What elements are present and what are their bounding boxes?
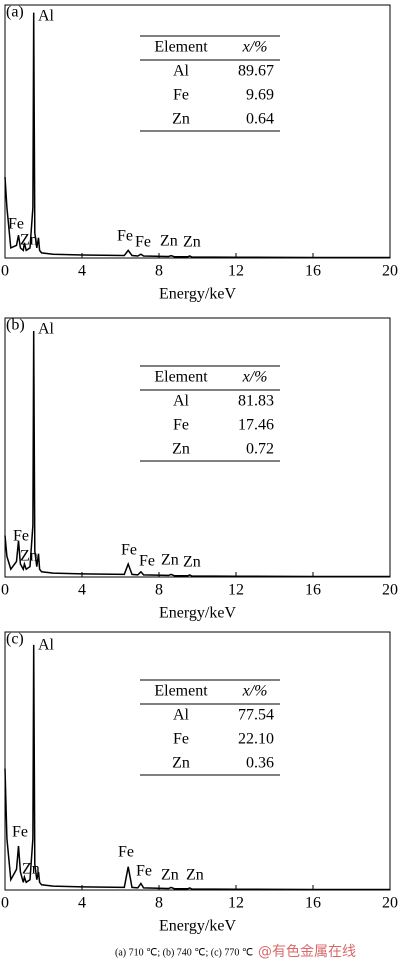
- x-tick-label: 20: [382, 263, 398, 280]
- x-axis-label: Energy/keV: [159, 918, 236, 935]
- plot-frame: [4, 631, 391, 891]
- peak-label: Fe: [13, 528, 29, 545]
- x-tick-label: 8: [155, 582, 163, 599]
- table-header: Element: [154, 39, 208, 56]
- peak-label: Zn: [20, 232, 38, 249]
- table-cell: Zn: [172, 441, 190, 458]
- x-axis-label: Energy/keV: [159, 286, 236, 303]
- x-tick-label: 16: [305, 263, 321, 280]
- x-tick-label: 12: [228, 895, 244, 912]
- table-cell: Zn: [172, 111, 190, 128]
- x-tick-label: 0: [1, 263, 9, 280]
- peak-label: Al: [38, 637, 55, 654]
- peak-label: Zn: [161, 867, 179, 884]
- table-cell: Al: [173, 707, 190, 724]
- x-tick-label: 0: [1, 582, 9, 599]
- panel-label: (b): [6, 317, 25, 334]
- peak-label: Al: [38, 321, 55, 338]
- table-cell: Fe: [173, 731, 189, 748]
- peak-label: Fe: [121, 542, 137, 559]
- panel-label: (a): [6, 4, 24, 21]
- table-cell: 17.46: [238, 417, 274, 434]
- table-cell: 77.54: [238, 707, 274, 724]
- peak-label: Fe: [135, 234, 151, 251]
- table-header: Element: [154, 369, 208, 386]
- peak-label: Fe: [139, 553, 155, 570]
- peak-label: Fe: [118, 844, 134, 861]
- x-tick-label: 0: [1, 895, 9, 912]
- table-cell: 89.67: [238, 63, 274, 80]
- x-tick-label: 4: [78, 582, 86, 599]
- x-tick-label: 8: [155, 895, 163, 912]
- table-header: Element: [154, 683, 208, 700]
- table-cell: 0.72: [246, 441, 274, 458]
- table-header: x/%: [242, 369, 268, 386]
- peak-label: Fe: [12, 824, 28, 841]
- table-cell: Fe: [173, 417, 189, 434]
- x-tick-label: 16: [305, 582, 321, 599]
- peak-label: Zn: [160, 233, 178, 250]
- table-cell: Fe: [173, 87, 189, 104]
- peak-label: Zn: [22, 861, 40, 878]
- watermark: @有色金属在线: [258, 943, 356, 960]
- peak-label: Zn: [20, 548, 38, 565]
- caption: (a) 710 ℃; (b) 740 ℃; (c) 770 ℃: [115, 947, 253, 958]
- table-cell: 0.64: [246, 111, 274, 128]
- table-header: x/%: [242, 39, 268, 56]
- plot-frame: [4, 317, 391, 578]
- x-tick-label: 20: [382, 582, 398, 599]
- x-tick-label: 16: [305, 895, 321, 912]
- peak-label: Fe: [136, 863, 152, 880]
- table-cell: Zn: [172, 755, 190, 772]
- panel-label: (c): [6, 631, 24, 648]
- peak-label: Zn: [183, 554, 201, 571]
- x-tick-label: 12: [228, 582, 244, 599]
- peak-label: Zn: [183, 234, 201, 251]
- peak-label: Al: [38, 8, 55, 25]
- table-header: x/%: [242, 683, 268, 700]
- x-tick-label: 20: [382, 895, 398, 912]
- table-cell: Al: [173, 393, 190, 410]
- spectrum-line: [4, 330, 390, 578]
- peak-label: Zn: [186, 867, 204, 884]
- spectrum-line: [4, 12, 390, 259]
- table-cell: Al: [173, 63, 190, 80]
- table-cell: 22.10: [238, 731, 274, 748]
- peak-label: Fe: [117, 228, 133, 245]
- table-cell: 81.83: [238, 393, 274, 410]
- x-tick-label: 8: [155, 263, 163, 280]
- table-cell: 9.69: [246, 87, 274, 104]
- peak-label: Zn: [161, 552, 179, 569]
- peak-label: Fe: [8, 216, 24, 233]
- table-cell: 0.36: [246, 755, 274, 772]
- x-axis-label: Energy/keV: [159, 605, 236, 622]
- plot-frame: [4, 4, 391, 259]
- x-tick-label: 12: [228, 263, 244, 280]
- x-tick-label: 4: [78, 895, 86, 912]
- x-tick-label: 4: [78, 263, 86, 280]
- spectrum-line: [4, 644, 390, 891]
